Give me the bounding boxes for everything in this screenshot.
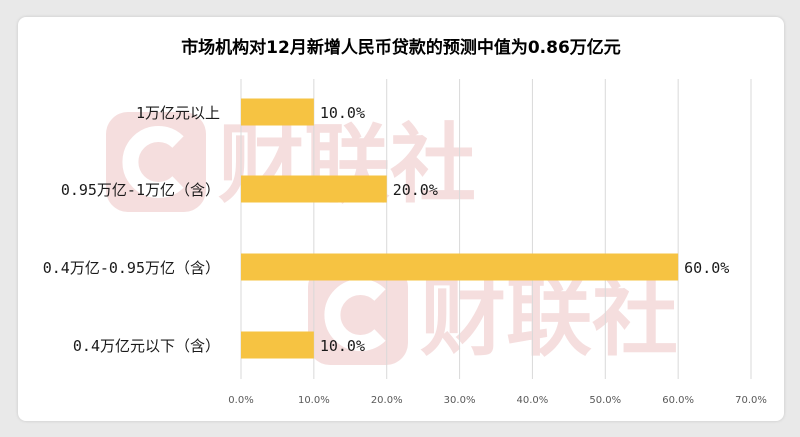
- watermark-text: 财联社: [420, 268, 678, 368]
- x-tick-label: 0.0%: [228, 395, 253, 406]
- category-labels: 1万亿元以上 0.95万亿-1万亿（含） 0.4万亿-0.95万亿（含） 0.4万亿元…: [43, 104, 220, 355]
- x-tick-label: 20.0%: [371, 395, 403, 406]
- watermark-logo-mark: [122, 126, 184, 198]
- x-tick-label: 50.0%: [589, 395, 621, 406]
- category-label: 0.4万亿元以下（含）: [73, 337, 220, 355]
- bar: [241, 331, 314, 359]
- data-label: 60.0%: [684, 259, 729, 277]
- x-tick-label: 30.0%: [444, 395, 476, 406]
- x-tick-label: 70.0%: [735, 395, 767, 406]
- data-label: 10.0%: [320, 104, 365, 122]
- x-tick-label: 60.0%: [662, 395, 694, 406]
- watermark-logo-mark: [324, 279, 386, 351]
- bars: [241, 98, 679, 359]
- data-labels: 10.0% 20.0% 60.0% 10.0%: [320, 104, 729, 355]
- x-tick-label: 40.0%: [517, 395, 549, 406]
- data-label: 10.0%: [320, 337, 365, 355]
- chart-title: 市场机构对12月新增人民币贷款的预测中值为0.86万亿元: [181, 37, 621, 58]
- bar: [241, 175, 387, 203]
- category-label: 0.95万亿-1万亿（含）: [61, 181, 220, 199]
- data-label: 20.0%: [393, 181, 438, 199]
- category-label: 0.4万亿-0.95万亿（含）: [43, 259, 220, 277]
- watermark-2: 财联社: [308, 265, 678, 368]
- grid-lines: [240, 79, 752, 379]
- category-label: 1万亿元以上: [136, 104, 220, 122]
- chart-card: 财联社 财联社 市场机构对12月新增人民币贷款的预测中值为0.86万亿元 1万亿元…: [18, 17, 784, 421]
- bar: [241, 253, 679, 281]
- x-tick-label: 10.0%: [298, 395, 330, 406]
- bar: [241, 98, 314, 126]
- x-axis-ticks: 0.0% 10.0% 20.0% 30.0% 40.0% 50.0% 60.0% 70.0%: [228, 395, 767, 406]
